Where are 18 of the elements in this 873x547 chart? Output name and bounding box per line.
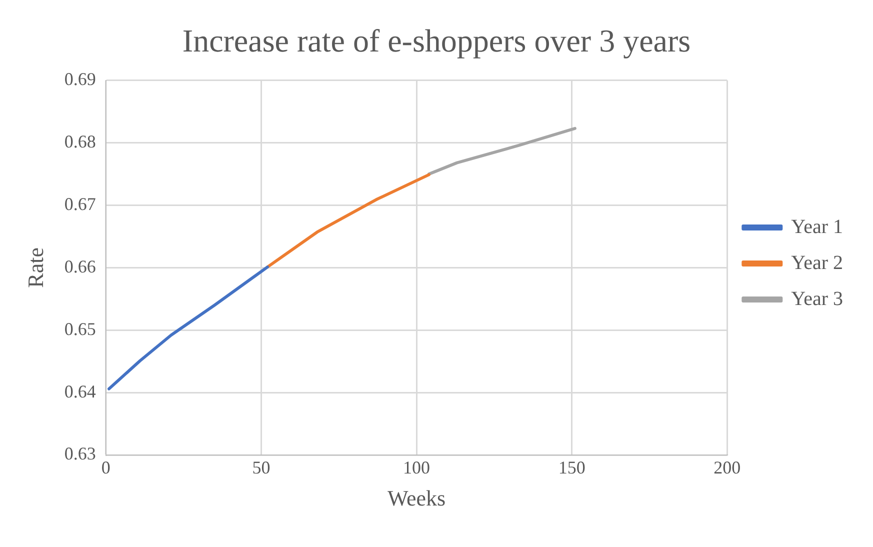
y-tick-label: 0.63 — [64, 444, 96, 464]
x-tick-label: 100 — [403, 458, 430, 478]
x-tick-label: 150 — [558, 458, 586, 478]
y-tick-label: 0.64 — [64, 381, 96, 402]
y-tick-label: 0.65 — [64, 318, 96, 339]
legend-label: Year 3 — [791, 288, 844, 310]
y-tick-label: 0.69 — [64, 69, 96, 90]
chart-title: Increase rate of e-shoppers over 3 years — [182, 22, 691, 59]
legend-label: Year 1 — [791, 216, 844, 238]
y-axis-title: Rate — [22, 248, 48, 288]
x-tick-label: 50 — [252, 458, 270, 478]
legend-label: Year 2 — [791, 252, 844, 274]
x-tick-label: 0 — [101, 458, 110, 478]
y-tick-label: 0.67 — [64, 194, 96, 214]
x-axis-title: Weeks — [387, 486, 446, 511]
y-tick-label: 0.68 — [64, 132, 96, 152]
y-tick-label: 0.66 — [64, 256, 96, 276]
x-tick-label: 200 — [714, 458, 741, 478]
